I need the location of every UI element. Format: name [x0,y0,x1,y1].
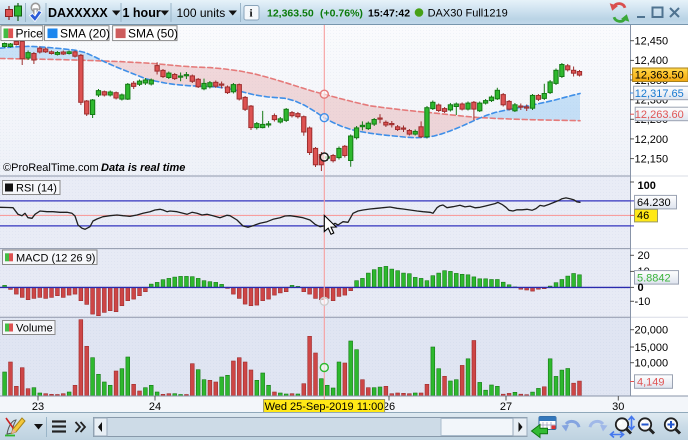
svg-text:12,200: 12,200 [635,134,669,146]
svg-text:5.8842: 5.8842 [637,272,671,284]
svg-text:12,363.50: 12,363.50 [635,70,684,82]
svg-text:4,149: 4,149 [637,376,665,388]
svg-text:SMA (20): SMA (20) [60,27,110,41]
svg-text:64.230: 64.230 [637,197,671,209]
svg-text:15,000: 15,000 [635,342,669,354]
svg-text:(+0.76%): (+0.76%) [320,8,363,20]
svg-text:100 units: 100 units [177,6,226,20]
svg-text:12,450: 12,450 [635,36,669,48]
svg-text:20: 20 [638,250,650,262]
svg-text:Volume: Volume [16,323,53,335]
svg-text:23: 23 [32,401,44,412]
svg-text:-10: -10 [635,296,651,308]
svg-text:12,317.65: 12,317.65 [635,88,684,100]
svg-text:27: 27 [500,401,512,412]
svg-text:0: 0 [638,282,644,294]
svg-text:30: 30 [612,401,624,412]
svg-text:Wed 25-Sep-2019 11:00: Wed 25-Sep-2019 11:00 [265,401,384,412]
svg-text:i: i [250,8,253,20]
svg-text:24: 24 [149,401,161,412]
svg-text:Data is real time: Data is real time [101,162,185,174]
svg-text:12,363.50: 12,363.50 [267,8,314,20]
svg-text:1 hour: 1 hour [123,6,161,20]
svg-text:SMA (50): SMA (50) [128,27,178,41]
svg-text:RSI (14): RSI (14) [16,183,57,195]
svg-text:DAXXXXX: DAXXXXX [48,6,108,20]
svg-text:12,263.60: 12,263.60 [635,109,684,121]
svg-text:Price: Price [16,27,44,41]
svg-text:100: 100 [638,180,656,192]
svg-text:15:47:42: 15:47:42 [368,8,410,20]
svg-text:46: 46 [637,210,649,222]
svg-text:DAX30 Full1219: DAX30 Full1219 [428,8,508,20]
svg-text:10,000: 10,000 [635,358,669,370]
svg-text:12,150: 12,150 [635,153,669,165]
svg-text:20,000: 20,000 [635,325,669,337]
svg-text:MACD (12 26 9): MACD (12 26 9) [16,252,95,264]
svg-text:©ProRealTime.com: ©ProRealTime.com [3,162,99,174]
svg-text:12,400: 12,400 [635,55,669,67]
svg-text:26: 26 [383,401,395,412]
